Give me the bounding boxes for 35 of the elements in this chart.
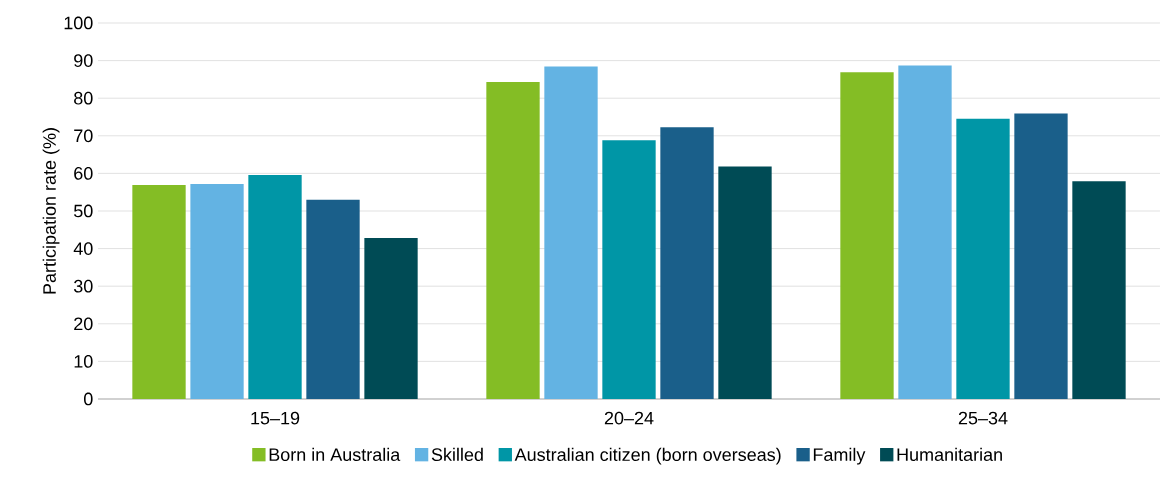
bar (486, 82, 540, 399)
legend-label: Skilled (431, 447, 483, 462)
bar (132, 185, 186, 399)
y-tick-label: 50 (73, 204, 93, 218)
y-tick-label: 10 (74, 355, 93, 368)
legend-label: Born in Australia (269, 447, 401, 462)
y-tick-label: 70 (74, 129, 93, 143)
y-tick-label: 90 (74, 54, 93, 67)
bar (1014, 113, 1068, 399)
y-tick-label: 0 (84, 392, 93, 406)
bar (190, 183, 244, 399)
y-tick-label: 20 (74, 317, 93, 331)
bar (602, 140, 656, 399)
bar (1072, 181, 1126, 399)
legend-label: Humanitarian (897, 447, 1002, 462)
bar (840, 72, 894, 399)
bar (364, 238, 418, 399)
y-tick-label: 100 (64, 16, 93, 30)
x-tick-label: 25–34 (958, 411, 1008, 425)
bar (248, 174, 302, 399)
bar (660, 127, 714, 399)
y-tick-label: 60 (74, 167, 93, 180)
x-tick-label: 15–19 (251, 411, 300, 425)
legend-label: Australian citizen (born overseas) (514, 447, 781, 465)
x-tick-label: 20–24 (604, 411, 654, 425)
bar (306, 199, 360, 399)
legend-label: Family (813, 447, 866, 465)
y-tick-label: 80 (74, 91, 93, 105)
y-tick-label: 40 (73, 242, 93, 255)
bar (898, 65, 952, 399)
bar (956, 118, 1010, 399)
y-tick-label: 30 (73, 279, 93, 293)
bar (718, 166, 772, 399)
bar (544, 66, 598, 399)
y-axis-title: Participation rate (%) (42, 128, 60, 294)
